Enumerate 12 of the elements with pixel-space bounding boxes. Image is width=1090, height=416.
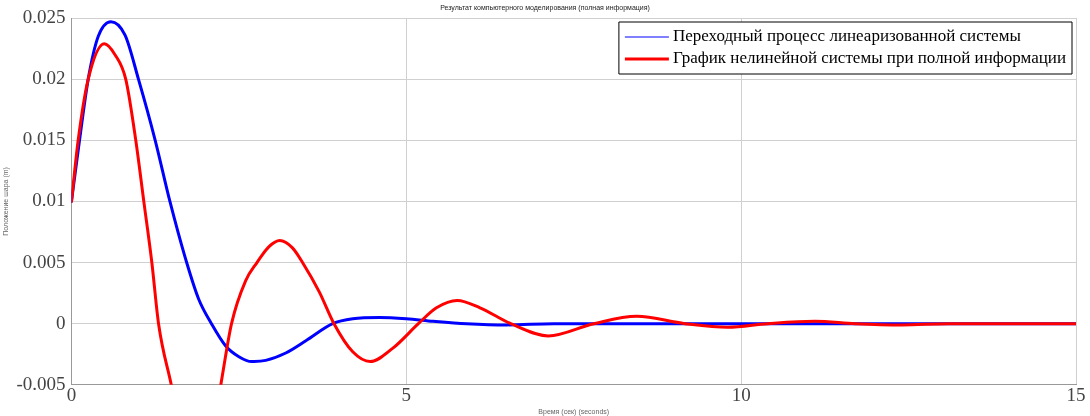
x-tick-label: 15 [1066, 384, 1086, 406]
y-tick-label: 0.005 [22, 250, 66, 272]
y-tick-label: 0.015 [22, 128, 66, 150]
x-tick-label: 5 [401, 384, 412, 406]
y-tick-label: 0.02 [32, 67, 66, 89]
y-tick-label: 0.01 [32, 189, 66, 211]
y-tick-label: 0.025 [22, 5, 66, 27]
y-tick-label: -0.005 [16, 372, 66, 394]
x-tick-label: 10 [731, 384, 751, 406]
legend-label: График нелинейной системы при полной информации [672, 48, 1066, 68]
legend-label: Переходный процесс линеаризованной системы [672, 26, 1022, 46]
y-tick-label: 0 [55, 311, 66, 333]
